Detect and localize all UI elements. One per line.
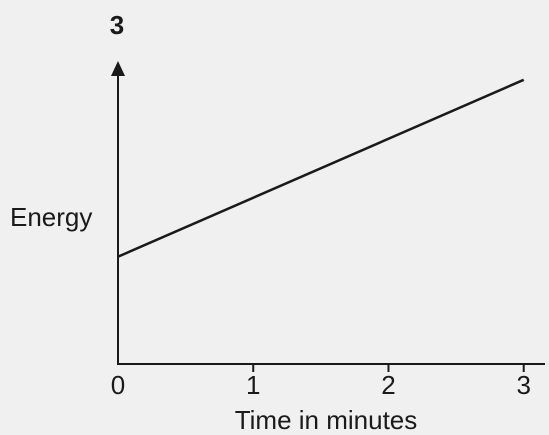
x-tick-label-1: 1 — [246, 370, 260, 400]
series-line-0 — [117, 78, 525, 258]
chart-title: 3 — [110, 10, 124, 40]
y-axis-arrowhead — [111, 61, 125, 76]
x-axis-tick-labels: 0 1 2 3 — [111, 370, 531, 400]
x-tick-label-2: 2 — [381, 370, 395, 400]
x-tick-label-0: 0 — [111, 370, 125, 400]
x-axis-ticks — [252, 364, 525, 372]
y-axis-label: Energy — [10, 202, 92, 232]
x-tick-label-3: 3 — [516, 370, 530, 400]
x-axis-label: Time in minutes — [235, 405, 418, 435]
series-layer — [117, 78, 525, 258]
